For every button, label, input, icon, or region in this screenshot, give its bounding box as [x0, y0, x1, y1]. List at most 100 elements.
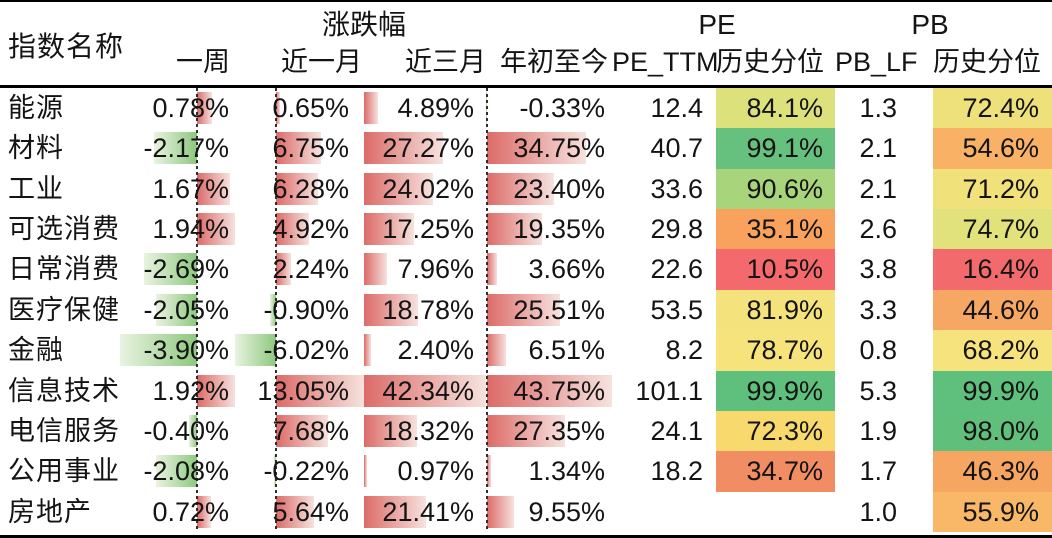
change-cell-ytd: 34.75%	[486, 128, 612, 168]
positive-change-bar	[364, 253, 387, 286]
header-month3: 近三月	[405, 47, 486, 77]
header-pe-percentile: 历史分位	[716, 47, 824, 77]
positive-change-bar	[275, 414, 328, 447]
negative-change-bar	[156, 293, 197, 326]
change-value: 27.27%	[382, 133, 474, 164]
cell-value: 72.4%	[962, 93, 1039, 123]
change-value: 34.75%	[513, 133, 605, 164]
positive-change-bar	[486, 495, 515, 528]
change-cell-week: -2.08%	[120, 451, 235, 491]
change-cell-week: 1.92%	[120, 371, 235, 411]
change-cell-month1: 7.68%	[235, 411, 364, 451]
pb-percentile-cell: 44.6%	[933, 289, 1052, 331]
change-value: 18.32%	[382, 415, 474, 446]
change-value: 4.89%	[397, 93, 474, 123]
cell-value: 8.2	[665, 335, 703, 366]
index-name-cell: 房地产	[8, 496, 92, 527]
negative-change-bar	[154, 132, 197, 165]
change-cell-month1: 0.65%	[235, 88, 364, 128]
positive-change-bar	[275, 132, 322, 165]
change-value: 7.96%	[397, 254, 474, 285]
change-cell-week: 0.78%	[120, 88, 235, 128]
pe-ttm-cell: 40.7	[612, 128, 716, 168]
cell-value: 35.1%	[746, 214, 823, 245]
table-row: 金融 -3.90% -6.02% 2.40% 6.51% 8.2 78.7% 0.8 68.2%	[0, 330, 1052, 371]
cell-value: 101.1	[635, 375, 703, 406]
cell-value: 24.1	[650, 415, 703, 446]
header-spacer	[0, 41, 120, 85]
positive-change-bar	[364, 495, 426, 528]
change-value: 1.94%	[152, 214, 229, 245]
change-value: 25.51%	[513, 294, 605, 325]
positive-change-bar	[364, 132, 443, 165]
positive-change-bar	[486, 374, 612, 407]
change-cell-week: -2.05%	[120, 290, 235, 330]
header-group-change: 涨跌幅	[321, 9, 406, 40]
change-cell-month3: 17.25%	[364, 209, 486, 249]
table-row: 工业 1.67% 6.28% 24.02% 23.40% 33.6 90.6% 2.1 71.2…	[0, 168, 1052, 210]
change-value: 17.25%	[382, 214, 474, 245]
change-value: 3.66%	[528, 254, 605, 285]
pb-lf-cell: 2.6	[835, 209, 933, 249]
change-value: 42.34%	[382, 375, 474, 406]
change-value: 13.05%	[257, 375, 349, 406]
cell-value: 18.2	[650, 456, 703, 487]
positive-change-bar	[275, 495, 314, 528]
cell-value: 10.5%	[746, 254, 823, 285]
pb-percentile-cell: 46.3%	[933, 451, 1052, 492]
cell-value: 2.1	[859, 173, 897, 204]
change-value: -2.05%	[143, 294, 229, 325]
index-name-cell: 电信服务	[8, 415, 120, 446]
change-value: -6.02%	[263, 335, 349, 366]
change-cell-month1: 13.05%	[235, 371, 364, 411]
change-cell-ytd: 19.35%	[486, 209, 612, 249]
pe-ttm-cell: 33.6	[612, 169, 716, 209]
header-pb-percentile: 历史分位	[933, 47, 1041, 77]
change-cell-month1: 2.24%	[235, 249, 364, 289]
change-value: 6.51%	[528, 335, 605, 366]
cell-value: 5.3	[859, 375, 897, 406]
cell-value: 72.3%	[746, 415, 823, 446]
cell-value: 74.7%	[962, 214, 1039, 245]
positive-change-bar	[364, 374, 486, 407]
bar-axis-line	[274, 88, 277, 532]
pe-percentile-cell: 81.9%	[716, 289, 835, 331]
table-row: 可选消费 1.94% 4.92% 17.25% 19.35% 29.8 35.1% 2.6 74…	[0, 209, 1052, 250]
pe-percentile-cell: 90.6%	[716, 168, 835, 210]
change-value: -0.40%	[143, 415, 229, 446]
pb-lf-cell: 1.9	[835, 411, 933, 451]
pb-lf-cell: 1.3	[835, 88, 933, 128]
bar-axis-line	[485, 88, 488, 532]
positive-change-bar	[364, 213, 414, 246]
change-value: 43.75%	[513, 375, 605, 406]
change-cell-week: 1.94%	[120, 209, 235, 249]
change-cell-month3: 21.41%	[364, 492, 486, 532]
cell-value: 16.4%	[962, 254, 1039, 285]
change-value: 6.75%	[272, 133, 349, 164]
header-pb-lf: PB_LF	[835, 47, 918, 77]
pe-ttm-cell: 29.8	[612, 209, 716, 249]
pe-ttm-cell: 12.4	[612, 88, 716, 128]
change-value: 0.97%	[397, 456, 474, 487]
pb-lf-cell: 5.3	[835, 371, 933, 411]
change-value: 6.28%	[272, 173, 349, 204]
positive-change-bar	[486, 455, 491, 488]
index-name-cell: 工业	[8, 173, 64, 204]
positive-change-bar	[364, 414, 417, 447]
change-cell-month3: 18.32%	[364, 411, 486, 451]
cell-value: 0.8	[859, 335, 897, 366]
index-name-cell: 金融	[8, 335, 64, 366]
change-value: -0.90%	[263, 294, 349, 325]
change-cell-ytd: -0.33%	[486, 88, 612, 128]
header-ytd: 年初至今	[500, 47, 608, 77]
cell-value: 90.6%	[746, 173, 823, 204]
header-group-pe: PE	[698, 9, 736, 40]
change-value: 1.92%	[152, 375, 229, 406]
cell-value: 54.6%	[962, 133, 1039, 164]
pe-ttm-cell: 53.5	[612, 290, 716, 330]
change-value: -3.90%	[143, 335, 229, 366]
pb-lf-cell: 1.7	[835, 451, 933, 491]
positive-change-bar	[364, 172, 434, 205]
change-cell-month3: 24.02%	[364, 169, 486, 209]
